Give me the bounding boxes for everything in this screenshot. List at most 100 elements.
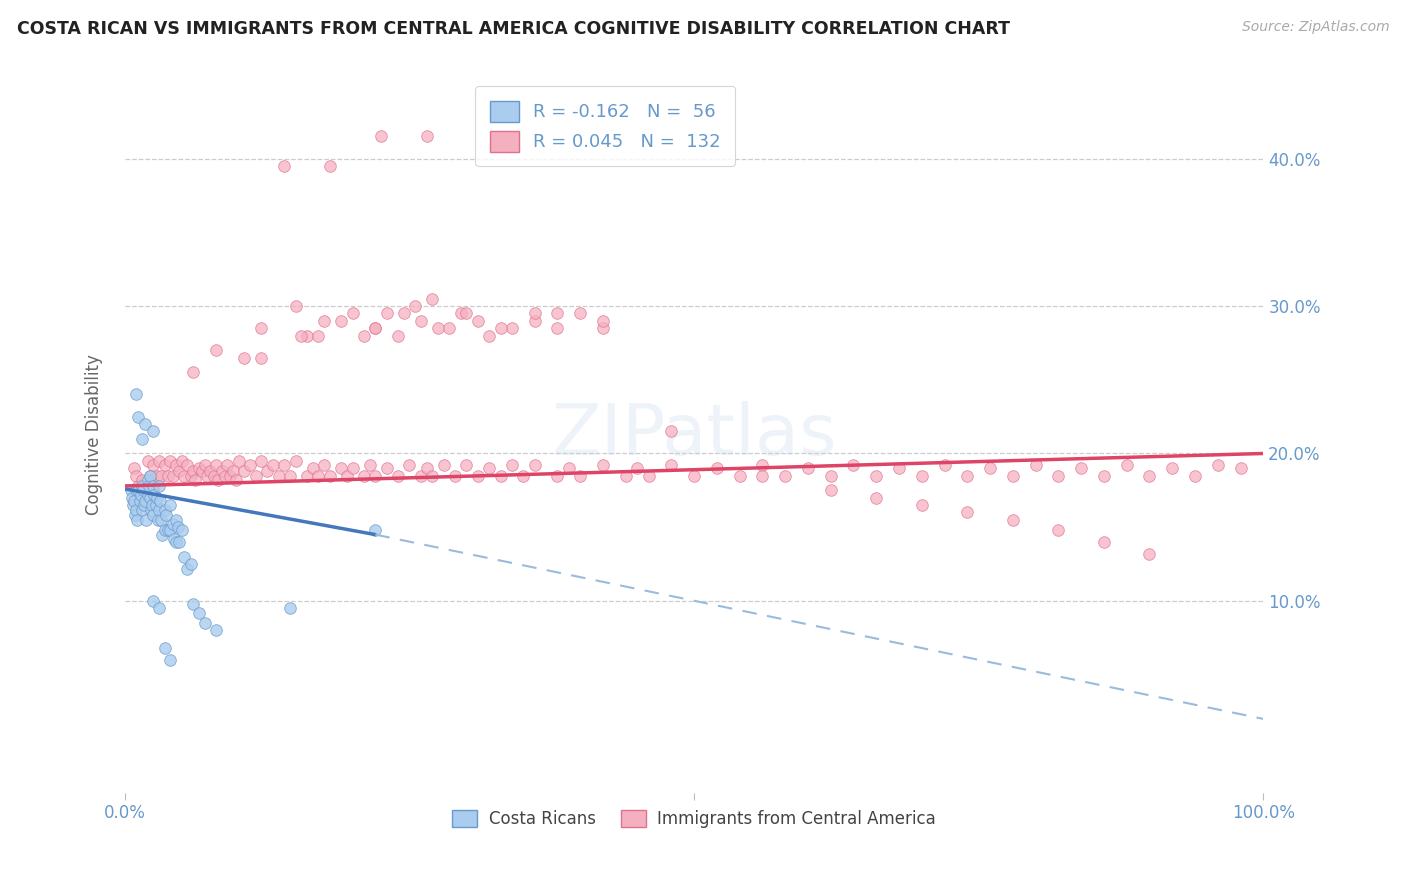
Point [364,321,387,335]
Point [1139,547,1161,561]
Point [295,328,318,343]
Point [245,468,267,483]
Point [169,535,191,549]
Point [181,464,204,478]
Point [121,491,143,505]
Point [120,483,142,498]
Point [478,328,501,343]
Text: ZIPatlas: ZIPatlas [551,401,837,469]
Point [159,653,181,667]
Point [409,314,432,328]
Point [387,328,409,343]
Point [142,458,165,473]
Point [207,473,229,487]
Point [134,417,156,431]
Point [170,523,193,537]
Point [184,473,207,487]
Point [267,468,290,483]
Point [145,468,167,483]
Point [191,464,214,478]
Point [145,498,167,512]
Point [205,458,228,473]
Point [546,468,568,483]
Point [273,458,295,473]
Point [569,306,592,320]
Point [170,454,193,468]
Point [145,491,167,505]
Point [319,468,342,483]
Point [626,461,648,475]
Point [149,493,172,508]
Point [233,464,256,478]
Point [592,458,614,473]
Point [865,468,887,483]
Point [592,314,614,328]
Point [415,129,437,144]
Point [387,468,409,483]
Point [1070,461,1092,475]
Point [139,502,162,516]
Point [501,458,523,473]
Point [142,479,165,493]
Point [342,306,364,320]
Point [142,594,165,608]
Point [319,159,342,173]
Point [420,468,443,483]
Point [136,454,159,468]
Point [125,468,148,483]
Point [842,458,865,473]
Point [173,549,195,564]
Point [205,343,228,358]
Point [1184,468,1206,483]
Point [148,601,170,615]
Point [148,454,170,468]
Point [478,461,501,475]
Point [1092,535,1115,549]
Point [569,468,592,483]
Point [152,527,174,541]
Point [409,468,432,483]
Point [415,461,437,475]
Point [124,508,146,523]
Point [546,306,568,320]
Point [176,561,198,575]
Point [180,557,202,571]
Point [131,473,153,487]
Point [155,508,177,523]
Point [523,458,546,473]
Point [181,365,204,379]
Point [911,468,934,483]
Point [131,432,153,446]
Point [359,458,381,473]
Point [1001,513,1024,527]
Point [122,493,145,508]
Point [159,498,181,512]
Point [370,129,392,144]
Point [162,468,184,483]
Point [217,458,239,473]
Point [312,314,335,328]
Point [225,473,247,487]
Point [127,513,149,527]
Point [142,508,165,523]
Point [135,513,157,527]
Point [165,458,187,473]
Point [125,502,148,516]
Point [1161,461,1184,475]
Point [1229,461,1251,475]
Point [523,314,546,328]
Point [911,498,934,512]
Point [146,513,169,527]
Point [1025,458,1047,473]
Point [751,458,773,473]
Point [127,483,149,498]
Point [153,641,176,656]
Point [180,468,202,483]
Point [456,306,478,320]
Point [200,464,222,478]
Point [979,461,1001,475]
Point [1047,468,1070,483]
Point [228,454,250,468]
Point [706,461,728,475]
Point [364,523,387,537]
